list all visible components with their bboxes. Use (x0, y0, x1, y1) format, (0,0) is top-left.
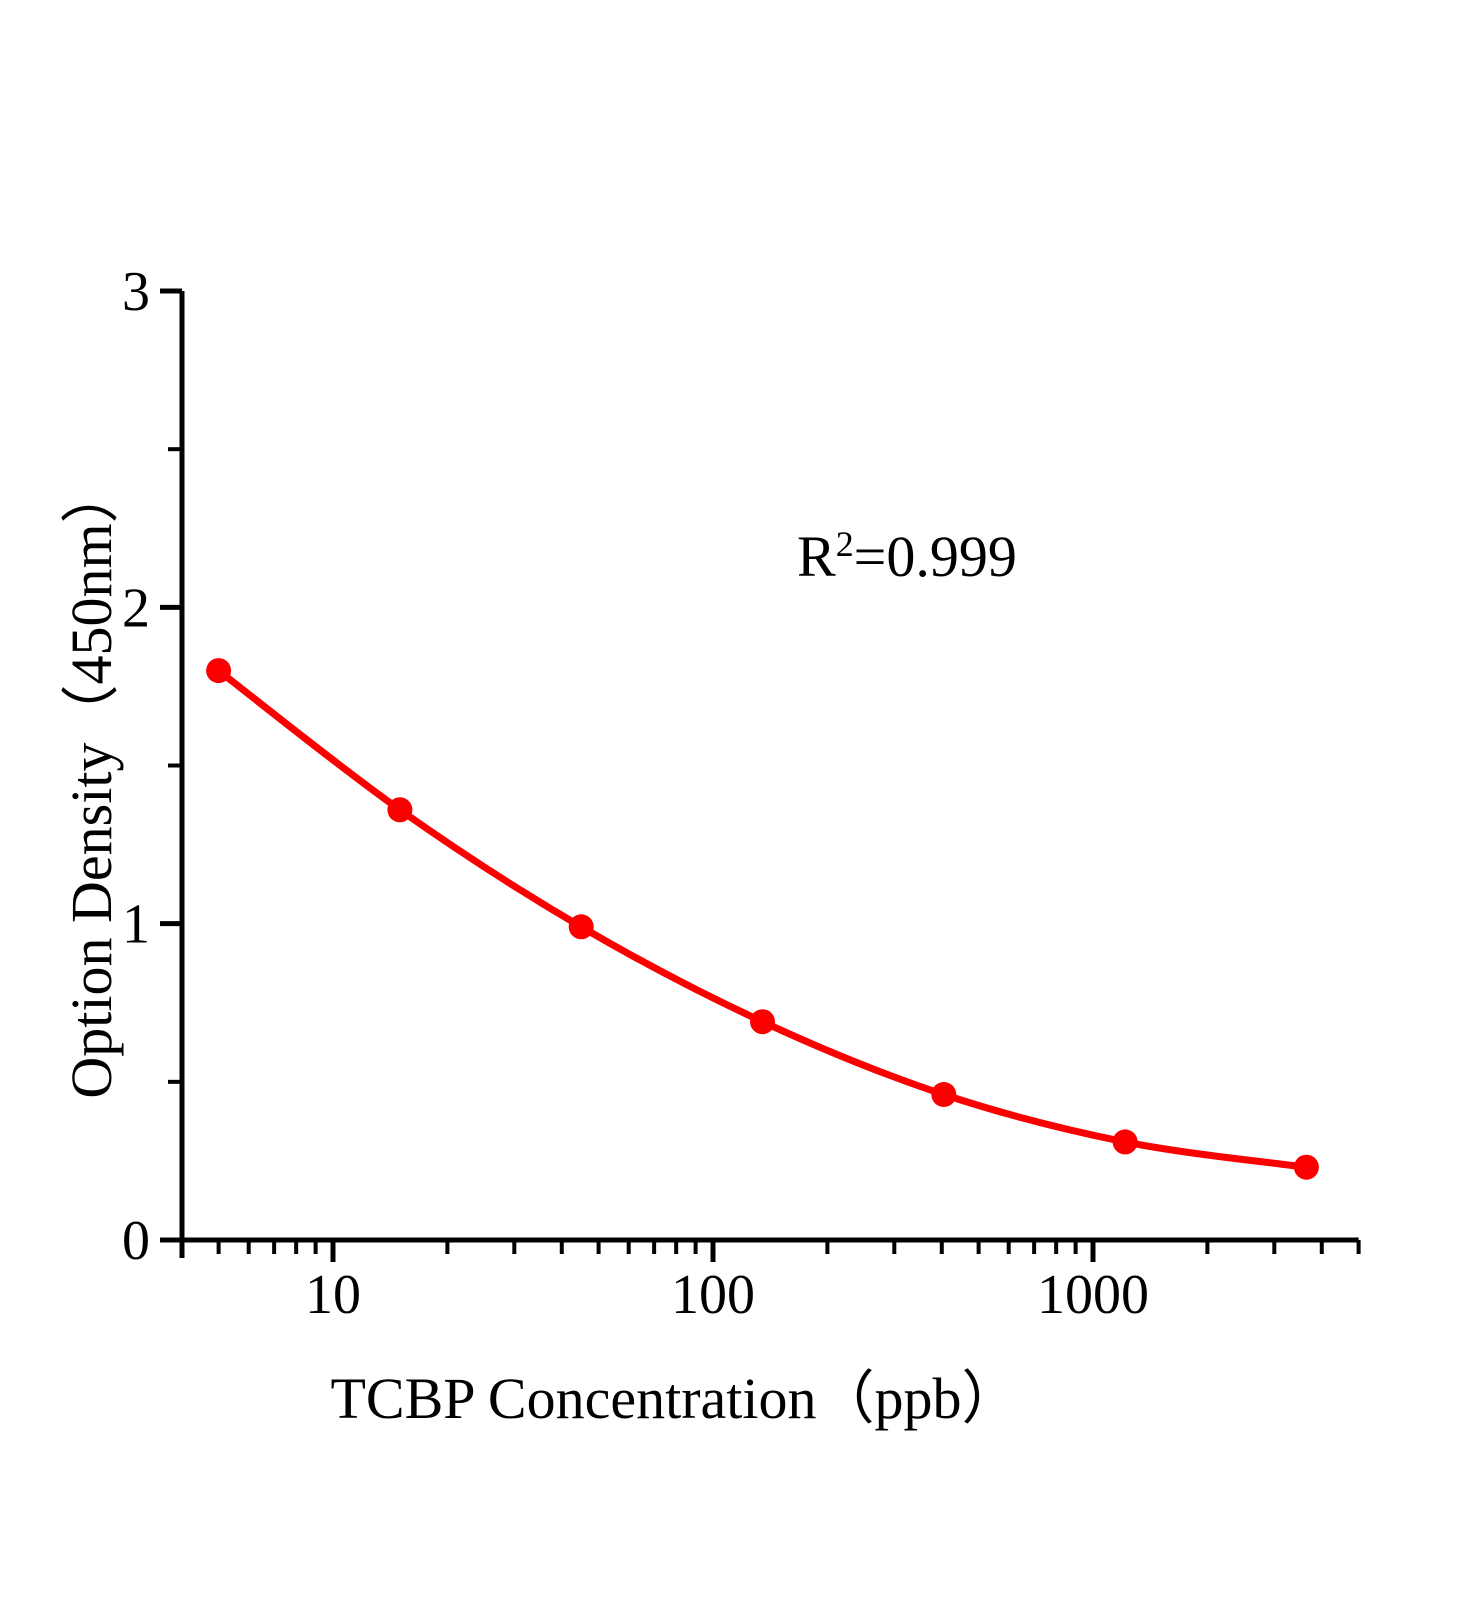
data-point-marker (387, 797, 413, 823)
x-tick-label: 1000 (1037, 1264, 1149, 1326)
r-squared-exponent: 2 (835, 524, 854, 565)
y-tick-label: 0 (122, 1210, 150, 1272)
r-squared-value: =0.999 (853, 524, 1017, 589)
x-tick-label: 100 (671, 1264, 755, 1326)
y-axis-title: Option Density（450nm） (59, 465, 124, 1099)
data-point-marker (568, 914, 594, 940)
y-tick-label: 3 (122, 261, 150, 323)
data-point-marker (206, 658, 232, 684)
y-tick-label: 1 (122, 894, 150, 956)
r-squared-annotation: R2=0.999 (797, 523, 1017, 590)
data-point-marker (931, 1082, 957, 1107)
standard-curve-line (215, 667, 1310, 1171)
x-axis-title: TCBP Concentration（ppb） (330, 1366, 1020, 1431)
data-point-marker (1112, 1129, 1138, 1155)
x-tick-label: 10 (305, 1264, 361, 1326)
r-squared-base: R (797, 524, 836, 589)
y-tick-label: 2 (122, 577, 150, 639)
data-point-marker (750, 1009, 775, 1035)
data-point-marker (1293, 1154, 1319, 1180)
